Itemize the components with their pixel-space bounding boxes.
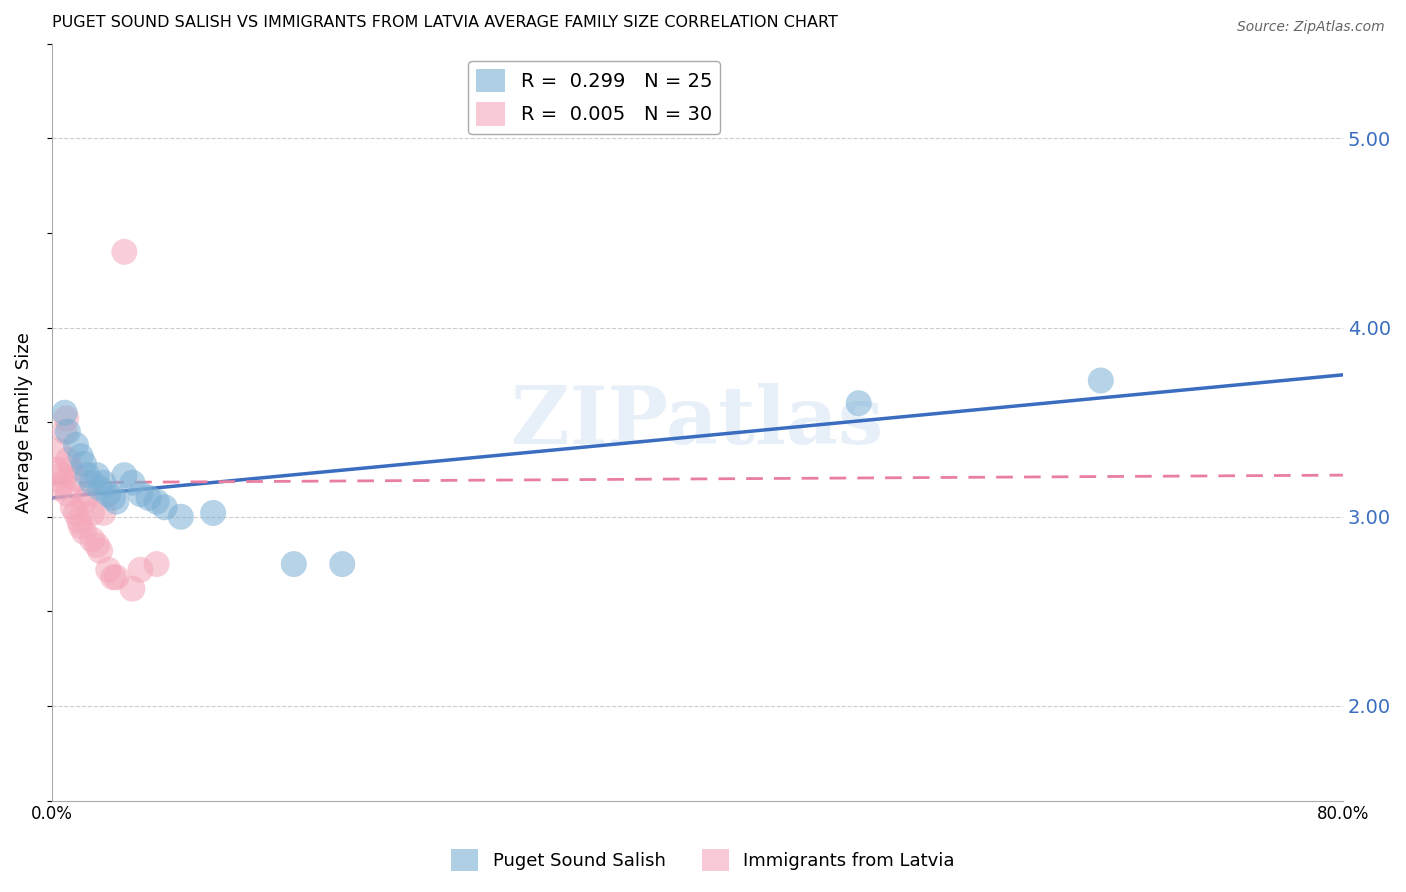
Point	[52, 475, 75, 490]
Text: ZIPatlas: ZIPatlas	[512, 384, 883, 461]
Point	[93, 475, 115, 490]
Point	[202, 506, 225, 520]
Point	[129, 487, 152, 501]
Legend: Puget Sound Salish, Immigrants from Latvia: Puget Sound Salish, Immigrants from Latv…	[444, 842, 962, 879]
Point	[49, 482, 72, 496]
Point	[65, 506, 87, 520]
Point	[53, 425, 76, 439]
Point	[101, 570, 124, 584]
Point	[62, 500, 84, 515]
Point	[45, 462, 67, 476]
Point	[73, 494, 96, 508]
Point	[105, 494, 128, 508]
Point	[76, 487, 98, 501]
Point	[86, 468, 108, 483]
Point	[97, 487, 120, 501]
Text: Source: ZipAtlas.com: Source: ZipAtlas.com	[1237, 20, 1385, 34]
Point	[56, 487, 79, 501]
Point	[101, 491, 124, 505]
Point	[1090, 374, 1112, 388]
Point	[53, 406, 76, 420]
Legend: R =  0.299   N = 25, R =  0.005   N = 30: R = 0.299 N = 25, R = 0.005 N = 30	[468, 61, 720, 134]
Point	[145, 494, 167, 508]
Point	[65, 472, 87, 486]
Point	[129, 563, 152, 577]
Point	[67, 514, 90, 528]
Point	[86, 538, 108, 552]
Point	[82, 533, 104, 547]
Point	[153, 500, 176, 515]
Point	[848, 396, 870, 410]
Point	[76, 468, 98, 483]
Text: PUGET SOUND SALISH VS IMMIGRANTS FROM LATVIA AVERAGE FAMILY SIZE CORRELATION CHA: PUGET SOUND SALISH VS IMMIGRANTS FROM LA…	[52, 15, 838, 30]
Point	[170, 509, 193, 524]
Point	[145, 557, 167, 571]
Point	[46, 443, 69, 458]
Y-axis label: Average Family Size: Average Family Size	[15, 332, 32, 513]
Point	[283, 557, 305, 571]
Point	[60, 462, 83, 476]
Point	[112, 468, 135, 483]
Point	[55, 411, 77, 425]
Point	[112, 244, 135, 259]
Point	[73, 524, 96, 539]
Point	[56, 453, 79, 467]
Point	[121, 582, 143, 596]
Point	[138, 491, 160, 505]
Point	[69, 519, 91, 533]
Point	[97, 563, 120, 577]
Point	[82, 475, 104, 490]
Point	[56, 425, 79, 439]
Point	[330, 557, 353, 571]
Point	[105, 570, 128, 584]
Point	[121, 475, 143, 490]
Point	[89, 482, 111, 496]
Point	[82, 506, 104, 520]
Point	[69, 449, 91, 463]
Point	[65, 438, 87, 452]
Point	[51, 468, 73, 483]
Point	[89, 544, 111, 558]
Point	[93, 506, 115, 520]
Point	[73, 457, 96, 471]
